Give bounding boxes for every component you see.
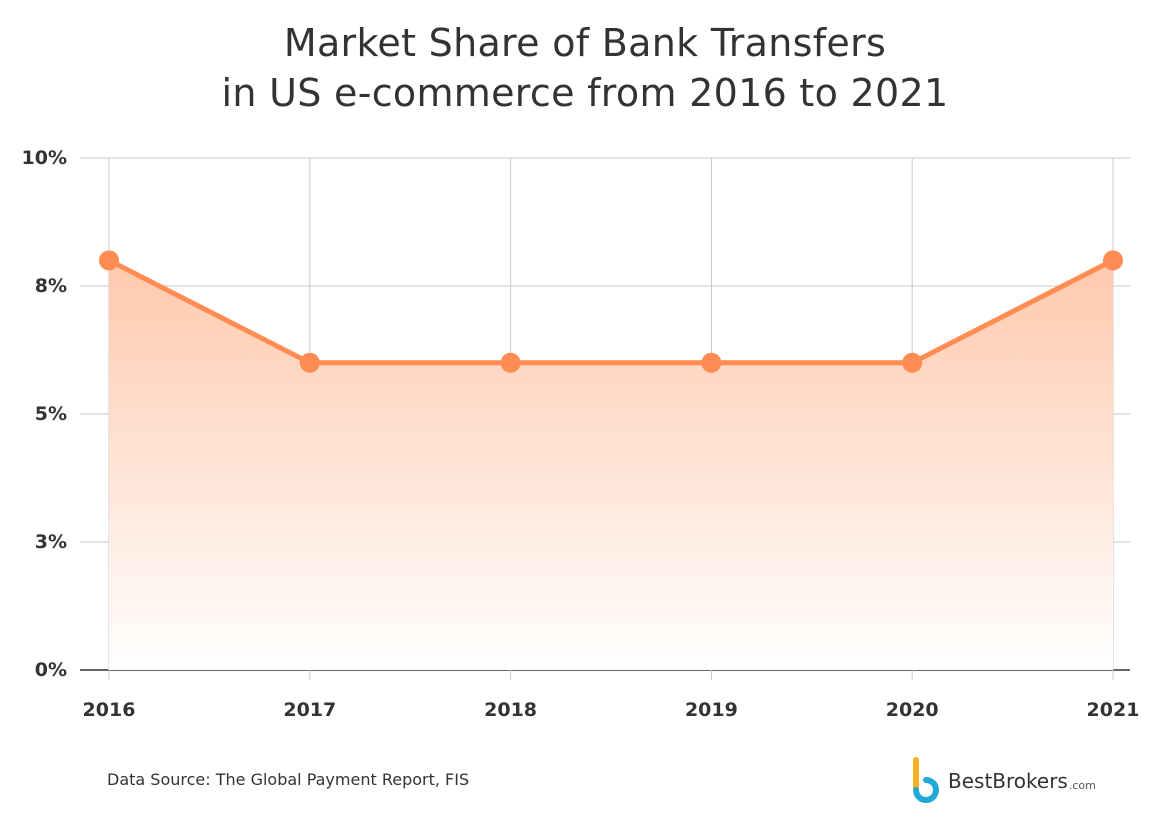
chart-title-line-1: Market Share of Bank Transfers [283, 21, 887, 65]
x-tick-label: 2019 [685, 699, 738, 721]
series-line-path [106, 257, 1116, 366]
y-tick-label: 10% [22, 147, 67, 169]
brand-domain-suffix: .com [1068, 778, 1096, 792]
y-tick-label: 3% [35, 531, 67, 553]
series-area-fill [109, 260, 1113, 670]
x-tick-label: 2018 [484, 699, 537, 721]
bestbrokers-logo-icon [913, 757, 939, 803]
x-tick-label: 2016 [83, 699, 136, 721]
y-tick-label: 0% [35, 659, 67, 681]
x-tick-label: 2020 [886, 699, 939, 721]
data-point-2016 [99, 250, 119, 271]
x-axis-tick-labels: 2016 2017 2018 2019 2020 2021 [83, 699, 1140, 721]
x-tick-label: 2017 [283, 699, 336, 721]
y-tick-label: 8% [35, 275, 67, 297]
x-tick-label: 2021 [1087, 699, 1140, 721]
chart-title: Market Share of Bank Transfers in US e-c… [0, 18, 1170, 118]
data-point-2021 [1103, 250, 1123, 271]
brand-name: BestBrokers [948, 769, 1068, 793]
y-tick-label: 5% [35, 403, 67, 425]
series-line [106, 257, 1116, 366]
brand-logo-group: BestBrokers .com [910, 756, 1096, 806]
data-point-2019 [701, 352, 722, 373]
data-source-note: Data Source: The Global Payment Report, … [107, 770, 470, 789]
series-points [99, 250, 1123, 373]
data-point-2018 [500, 352, 521, 373]
y-axis-tick-labels: 0% 3% 5% 8% 10% [22, 147, 67, 681]
chart-title-line-2: in US e-commerce from 2016 to 2021 [221, 71, 949, 115]
data-point-2020 [902, 352, 923, 373]
series-area [109, 260, 1113, 670]
data-point-2017 [299, 352, 320, 373]
